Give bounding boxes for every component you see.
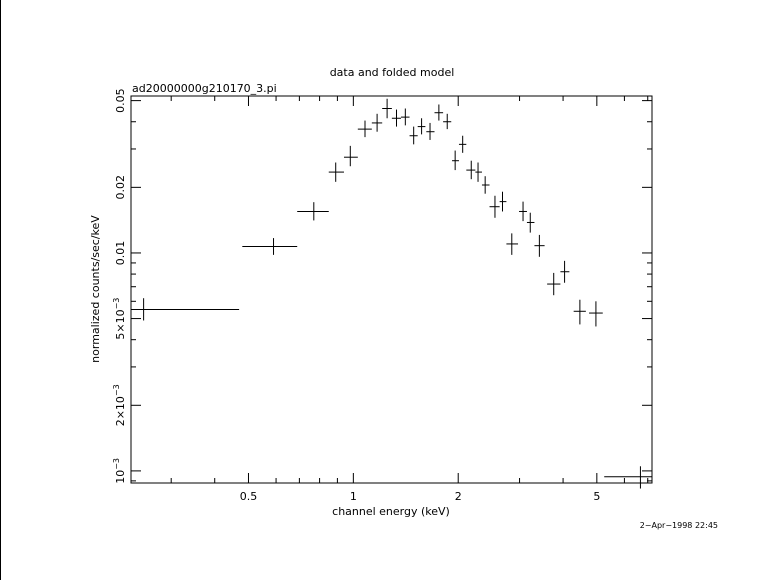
data-point [506,233,519,255]
plot-frame [130,95,653,484]
data-point [131,298,240,321]
data-point [519,201,527,222]
data-point [400,108,410,126]
data-point [458,135,467,153]
x-tick-label: 5 [593,490,600,503]
data-point [604,466,652,489]
data-point [547,272,561,296]
data-point [343,145,358,167]
y-tick-label: 0.01 [114,241,127,266]
x-axis-tick-labels: 0.5 1 2 5 [240,490,601,503]
y-axis-label: normalized counts/sec/keV [89,215,102,363]
data-point [357,120,372,138]
footer-timestamp: 2−Apr−1998 22:45 [640,521,718,530]
data-point [409,126,418,145]
x-axis-label: channel energy (keV) [332,505,450,518]
x-tick-label: 2 [455,490,462,503]
data-point [443,113,452,130]
data-point [475,162,482,182]
data-point [242,238,298,255]
data-points [131,98,652,489]
y-tick-label: 2×10−3 [112,384,127,426]
y-tick-label: 0.05 [114,88,127,113]
data-point [481,176,490,194]
data-point [526,212,535,233]
data-point [297,202,329,221]
data-point [328,162,344,182]
x-tick-label: 1 [350,490,357,503]
data-point [534,234,545,257]
y-tick-label: 5×10−3 [112,298,127,340]
data-point [573,299,586,325]
data-point [426,122,435,140]
chart-title: data and folded model [330,66,455,79]
data-point [382,98,392,119]
window-edge [0,0,1,580]
data-point [417,118,426,135]
x-tick-label: 0.5 [240,490,258,503]
data-point [434,104,444,121]
y-tick-label: 0.02 [114,175,127,200]
data-point [466,160,476,180]
data-point [499,191,507,212]
data-point [371,113,383,132]
x-axis-ticks [170,96,649,483]
y-axis-ticks [131,100,652,482]
data-point [589,301,603,327]
chart-subtitle: ad20000000g210170_3.pi [132,82,277,95]
y-tick-label: 10−3 [112,458,127,484]
data-point [489,195,500,218]
data-point [560,260,570,283]
data-point [391,109,401,127]
data-point [452,150,459,171]
y-axis-tick-labels: 10−3 2×10−3 5×10−3 0.01 0.02 0.05 [112,88,127,483]
